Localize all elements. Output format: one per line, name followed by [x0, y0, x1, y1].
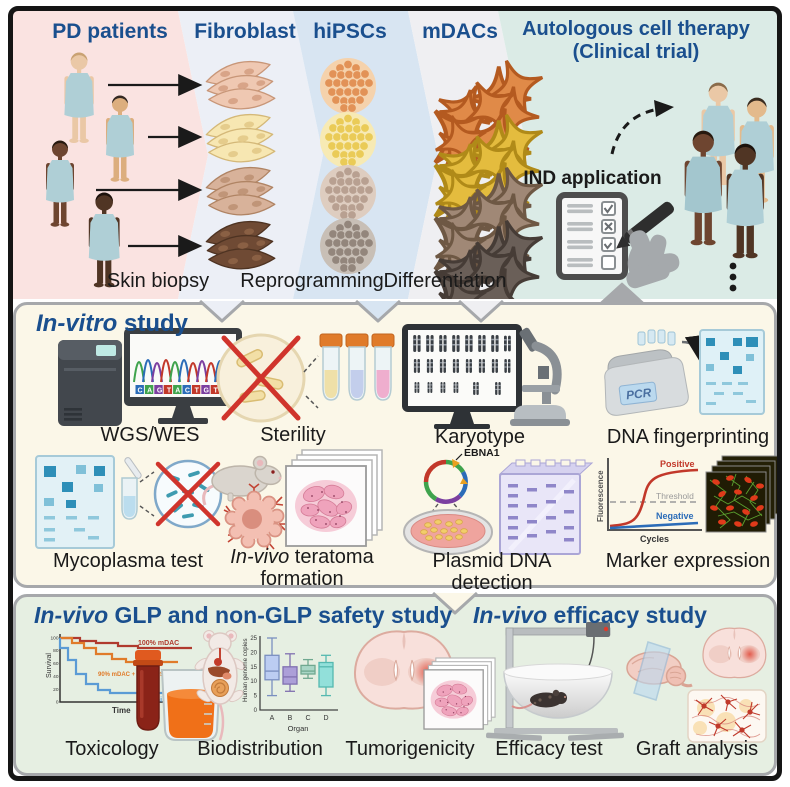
stage-title-pd: PD patients: [52, 20, 168, 43]
label-tumorigenicity: Tumorigenicity: [345, 738, 475, 760]
label-biodistribution: Biodistribution: [197, 738, 323, 760]
label-efficacy-test: Efficacy test: [495, 738, 603, 760]
label-sterility: Sterility: [260, 424, 326, 446]
safety-title: In-vivo GLP and non-GLP safety study: [34, 602, 452, 629]
caption-skin-biopsy: Skin biopsy: [106, 270, 210, 292]
notch-down-3: [457, 300, 505, 323]
label-teratoma-line2: formation: [260, 568, 344, 590]
stage-title-autologous-line1: Autologous cell therapy: [522, 18, 750, 40]
label-graft-analysis: Graft analysis: [635, 738, 759, 760]
notch-down-1: [198, 300, 246, 323]
label-teratoma-rest: teratoma: [289, 546, 374, 568]
label-plasmid: Plasmid DNA detection: [432, 550, 552, 594]
efficacy-title-rest: efficacy study: [547, 602, 707, 628]
label-wgs-wes: WGS/WES: [100, 424, 200, 446]
stage-title-autologous-line2: (Clinical trial): [572, 41, 700, 63]
label-teratoma: In-vivo teratoma formation: [212, 546, 392, 590]
stage-title-autologous: Autologous cell therapy (Clinical trial): [500, 18, 772, 64]
invitro-title-em: In-vitro: [36, 310, 118, 337]
label-karyotype: Karyotype: [434, 426, 526, 448]
invitro-title: In-vitro study: [36, 310, 188, 338]
caption-differentiation: Differentiation: [383, 270, 507, 292]
safety-title-em: In-vivo: [34, 602, 109, 628]
label-dna-fingerprinting: DNA fingerprinting: [606, 426, 770, 448]
safety-title-rest: GLP and non-GLP safety study: [108, 602, 453, 628]
caption-reprogramming: Reprogramming: [240, 270, 384, 292]
label-ind-application: IND application: [523, 168, 662, 189]
stage-title-fibroblast: Fibroblast: [194, 20, 296, 43]
notch-down-4: [431, 592, 479, 615]
efficacy-title: In-vivo efficacy study: [470, 602, 710, 629]
label-marker: Marker expression: [605, 550, 771, 572]
invitro-title-rest: study: [117, 310, 189, 337]
figure-border: [8, 6, 782, 781]
label-teratoma-em: In-vivo: [230, 546, 290, 568]
label-toxicology: Toxicology: [65, 738, 159, 760]
notch-down-2: [354, 300, 402, 323]
stage-title-hipscs: hiPSCs: [313, 20, 387, 43]
label-mycoplasma: Mycoplasma test: [52, 550, 204, 572]
stage-title-mdacs: mDACs: [422, 20, 498, 43]
efficacy-title-em: In-vivo: [473, 602, 548, 628]
chevron-up-icon: [599, 282, 645, 304]
